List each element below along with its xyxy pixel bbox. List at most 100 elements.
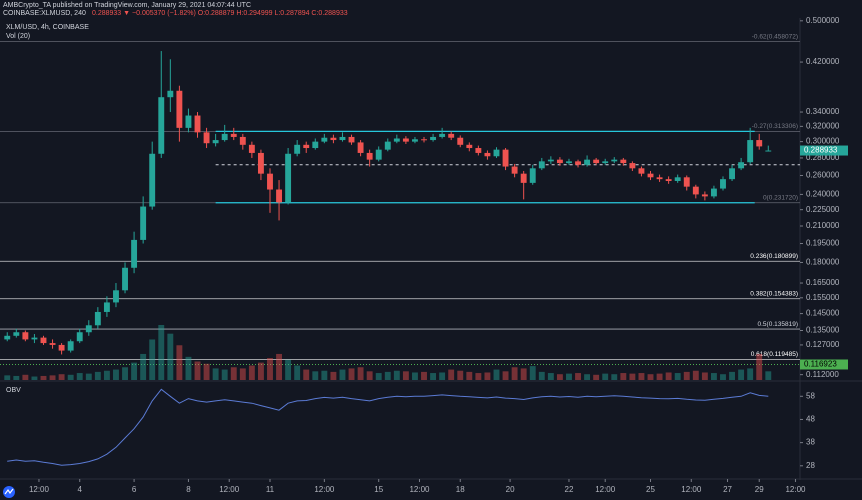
volume-bar [656, 373, 663, 380]
volume-bar [203, 363, 210, 380]
x-tick-label: 15 [374, 485, 383, 494]
candle-body [203, 132, 210, 144]
x-tick-label: 25 [646, 485, 655, 494]
candle-body [602, 161, 609, 164]
candle-body [384, 141, 391, 150]
volume-bar [511, 367, 518, 380]
candle-body [194, 115, 201, 133]
volume-bar [638, 373, 645, 380]
y-tick-label: 0.195000 [806, 239, 840, 248]
x-tick-label: 12:00 [314, 485, 335, 494]
legend-volume: Vol (20) [6, 33, 30, 40]
volume-bar [76, 373, 83, 380]
y-tick-label: 0.240000 [806, 190, 840, 199]
candle-body [366, 152, 373, 160]
candle-body [448, 133, 455, 138]
candle-body [584, 159, 591, 165]
candle-body [484, 152, 491, 157]
y-tick-label: 0.420000 [806, 57, 840, 66]
volume-bar [158, 325, 165, 380]
volume-bar [31, 376, 38, 380]
candle-body [140, 206, 147, 240]
volume-bar [167, 333, 174, 380]
candle-body [85, 325, 92, 333]
volume-bar [348, 368, 355, 380]
volume-bar [267, 358, 273, 380]
volume-bar [729, 371, 735, 380]
fib-label: 0.382(0.154383) [750, 290, 798, 297]
price-tag-label: 0.288933 [804, 146, 838, 155]
volume-bar [620, 373, 627, 380]
x-tick-label: 12:00 [681, 485, 702, 494]
volume-bar [738, 369, 745, 380]
candle-body [430, 136, 437, 141]
candle-body [710, 188, 717, 197]
candle-body [4, 335, 11, 340]
volume-bar [466, 371, 473, 380]
volume-bar [430, 373, 437, 380]
header-quote: 0.288933 ▼ −0.005370 (−1.82%) O:0.288879… [92, 10, 348, 17]
volume-bar [103, 370, 110, 380]
volume-bar [538, 371, 545, 380]
candle-body [692, 186, 699, 195]
x-tick-label: 29 [755, 485, 764, 494]
volume-bar [701, 372, 708, 380]
x-tick-label: 6 [132, 485, 137, 494]
candle-body [402, 138, 409, 142]
candle-body [421, 139, 427, 141]
candle-body [475, 148, 482, 153]
volume-bar [529, 366, 536, 380]
candle-body [701, 194, 708, 197]
candle-body [176, 90, 183, 128]
volume-bar [412, 372, 418, 380]
candle-body [103, 302, 110, 312]
y-tick-label: 0.300000 [806, 137, 840, 146]
y-tick-label: 0.112000 [806, 370, 839, 379]
volume-bar [593, 374, 600, 380]
candle-body [756, 140, 763, 147]
y-tick-label: 0.280000 [806, 153, 840, 162]
candle-body [149, 153, 156, 207]
y-tick-label: 0.260000 [806, 171, 840, 180]
candle-body [656, 177, 663, 180]
volume-bar [421, 371, 427, 380]
candle-body [94, 311, 101, 326]
fib-label: 0(0.231720) [763, 194, 798, 201]
candle-body [439, 133, 446, 137]
x-tick-label: 11 [266, 485, 275, 494]
volume-bar [212, 368, 219, 380]
candle-body [502, 149, 509, 167]
candle-body [747, 140, 754, 163]
volume-bar [566, 373, 572, 380]
candle-body [611, 159, 618, 162]
candle-body [31, 337, 38, 340]
y-tick-label: 0.180000 [806, 258, 840, 267]
candle-body [566, 161, 572, 164]
y-tick-label: 0.165000 [806, 278, 840, 287]
obv-tick-label: 58 [806, 391, 815, 400]
volume-bar [185, 356, 192, 380]
volume-bar [602, 373, 609, 380]
candle-body [729, 168, 735, 180]
y-tick-label: 0.210000 [806, 221, 840, 230]
x-tick-label: 12:00 [409, 485, 430, 494]
candle-body [230, 133, 237, 137]
candle-body [212, 140, 219, 144]
volume-bar [276, 353, 282, 380]
volume-bar [375, 373, 382, 380]
obv-tick-label: 38 [806, 438, 815, 447]
candle-body [738, 162, 745, 169]
volume-bar [439, 372, 446, 380]
candle-body [49, 343, 56, 345]
y-tick-label: 0.500000 [806, 16, 840, 25]
candle-body [158, 97, 165, 154]
volume-bar [4, 375, 11, 380]
candle-body [629, 163, 636, 169]
x-tick-label: 18 [456, 485, 465, 494]
candle-body [511, 166, 518, 174]
candle-body [76, 332, 83, 342]
x-tick-label: 12:00 [785, 485, 806, 494]
candle-body [167, 90, 174, 98]
